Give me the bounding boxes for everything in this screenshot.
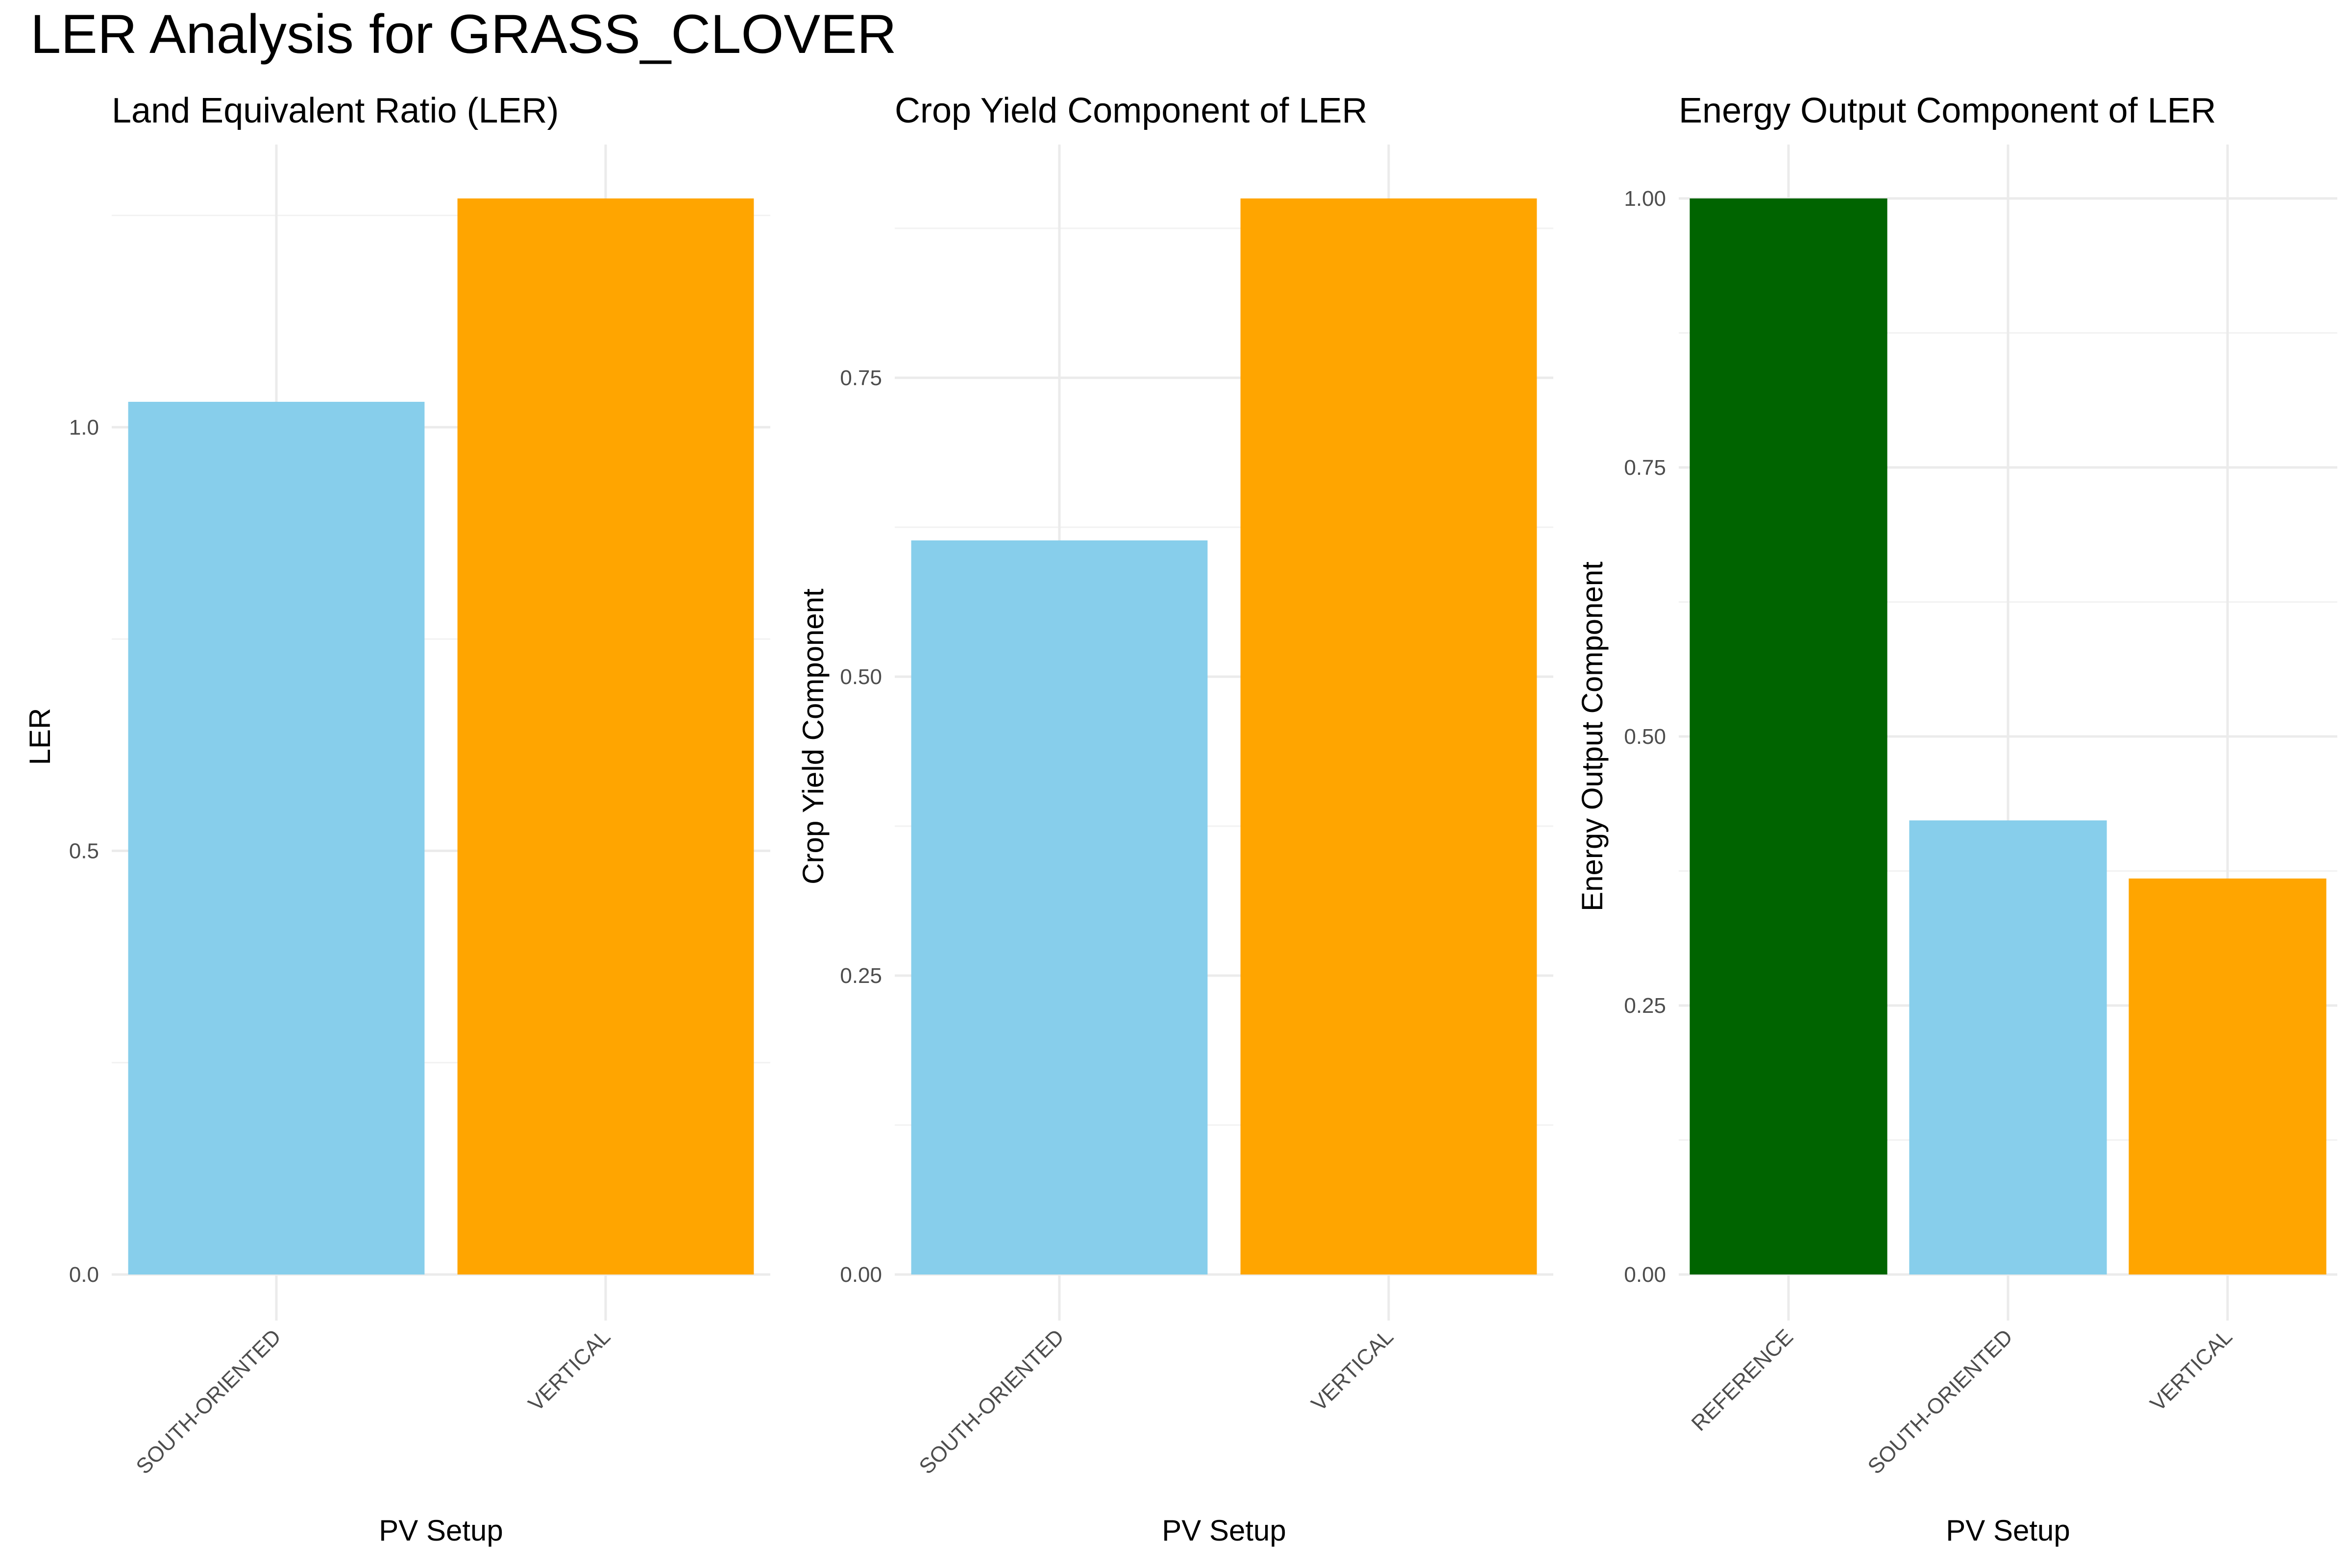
x-tick-label: VERTICAL (1307, 1324, 1398, 1416)
panel-title: Crop Yield Component of LER (895, 91, 1368, 130)
y-tick-label: 0.0 (69, 1263, 99, 1287)
y-axis-title: Crop Yield Component (797, 588, 830, 884)
y-tick-label: 0.50 (840, 665, 882, 689)
y-tick-label: 0.25 (1624, 994, 1666, 1018)
x-axis-title: PV Setup (379, 1514, 503, 1547)
panel-title: Energy Output Component of LER (1679, 91, 2216, 130)
x-tick-label: VERTICAL (2146, 1324, 2237, 1416)
bar-vertical (1240, 198, 1537, 1274)
x-tick-label: SOUTH-ORIENTED (1863, 1324, 2017, 1479)
y-axis-title: Energy Output Component (1576, 562, 1609, 911)
x-tick-label: SOUTH-ORIENTED (914, 1324, 1069, 1479)
y-tick-label: 0.75 (1624, 456, 1666, 480)
x-tick-label: VERTICAL (524, 1324, 615, 1416)
x-axis-title: PV Setup (1946, 1514, 2070, 1547)
y-tick-label: 0.5 (69, 839, 99, 863)
figure-title: LER Analysis for GRASS_CLOVER (30, 3, 897, 65)
bars (911, 198, 1537, 1274)
y-tick-label: 1.00 (1624, 187, 1666, 211)
panel-1: 0.0 0.5 1.0 SOUTH-ORIENTED VERTICAL Land Equi… (24, 91, 770, 1547)
panel-title: Land Equivalent Ratio (LER) (112, 91, 559, 130)
bars (128, 198, 754, 1274)
bar-south-oriented (128, 401, 425, 1274)
bar-vertical (457, 198, 754, 1274)
x-tick-label: REFERENCE (1687, 1324, 1798, 1436)
bar-south-oriented (1909, 820, 2107, 1274)
bar-vertical (2129, 878, 2327, 1274)
bar-reference (1690, 198, 1887, 1274)
bar-south-oriented (911, 540, 1208, 1274)
y-tick-label: 1.0 (69, 416, 99, 440)
panel-3: 0.00 0.25 0.50 0.75 1.00 REFERENCE SOUTH-ORIEN… (1576, 91, 2337, 1547)
y-tick-label: 0.25 (840, 964, 882, 988)
y-tick-label: 0.50 (1624, 725, 1666, 749)
panel-2: 0.00 0.25 0.50 0.75 SOUTH-ORIENTED VERTICAL Cr… (797, 91, 1553, 1547)
y-tick-label: 0.00 (840, 1263, 882, 1287)
y-tick-label: 0.00 (1624, 1263, 1666, 1287)
x-axis-title: PV Setup (1162, 1514, 1286, 1547)
bars (1690, 198, 2327, 1274)
x-tick-label: SOUTH-ORIENTED (131, 1324, 286, 1479)
y-axis-title: LER (24, 708, 56, 765)
y-tick-label: 0.75 (840, 366, 882, 390)
